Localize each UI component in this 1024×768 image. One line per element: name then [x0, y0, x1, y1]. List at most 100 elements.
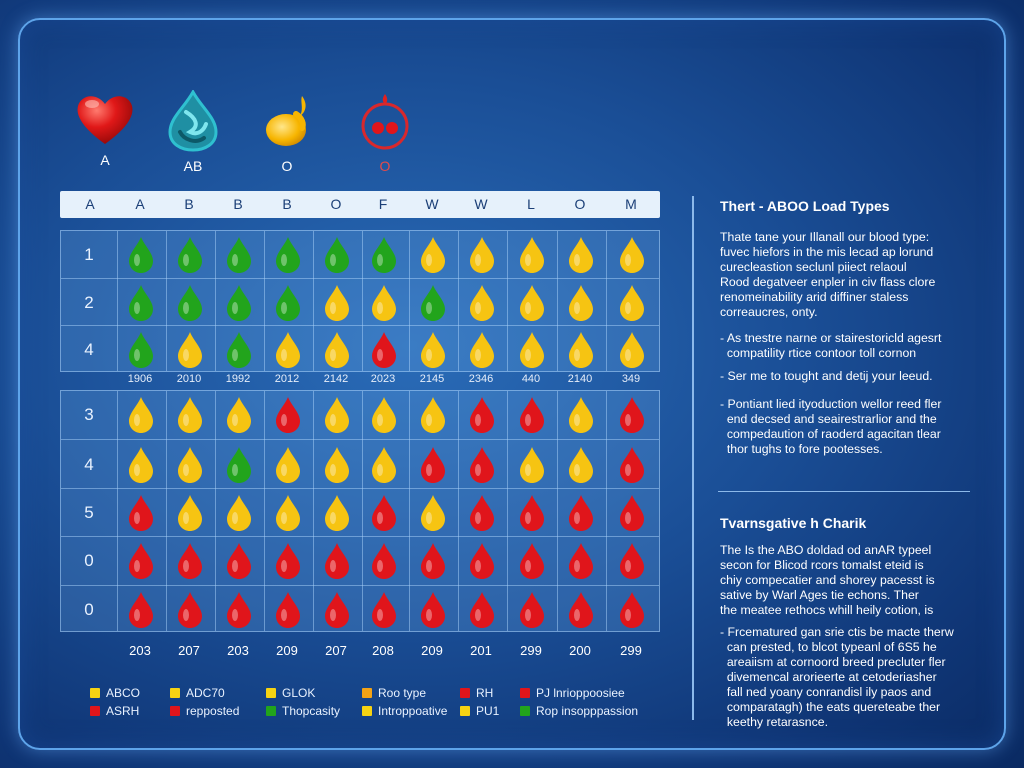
grid-line: [264, 231, 265, 371]
blood-drop-red: [419, 542, 447, 585]
footer-value: 209: [276, 643, 298, 658]
blood-drop-red: [274, 396, 302, 439]
blood-drop-red: [419, 591, 447, 634]
blood-drop-yellow: [127, 396, 155, 439]
blood-drop-yellow: [468, 236, 496, 279]
blood-drop-yellow: [518, 236, 546, 279]
blood-drop-yellow: [419, 331, 447, 374]
side-bullet-2: - Ser me to tought and detij your leeud.: [720, 369, 980, 384]
table-row: 2: [61, 278, 659, 325]
row-label: 2: [84, 292, 94, 312]
blood-drop-yellow: [225, 396, 253, 439]
blood-drop-red: [567, 542, 595, 585]
heart-icon: A: [70, 90, 140, 168]
blood-drop-yellow: [518, 284, 546, 327]
year-label: 1992: [225, 373, 251, 385]
blood-drop-red: [567, 494, 595, 537]
side-text-line: renomeinability arid diffiner staless: [720, 290, 909, 304]
grid-line: [409, 391, 410, 631]
legend: ABCO ADC70 GLOK Roo type RH PJ lnrioppoosiee A…: [90, 686, 670, 726]
blood-drop-yellow: [618, 331, 646, 374]
grid-line: [166, 231, 167, 371]
year-label: 2010: [176, 373, 202, 385]
blood-drop-green: [323, 236, 351, 279]
side-paragraph-1: Thate tane your Illanall our blood type:…: [720, 230, 980, 320]
row-label: 5: [84, 502, 94, 522]
blood-drop-yellow: [567, 236, 595, 279]
side-text-line: compedaution of raoderd agacitan tlear: [720, 427, 941, 441]
panel-frame: [18, 18, 1006, 750]
table-row: 4: [61, 325, 659, 372]
blood-drop-red: [274, 542, 302, 585]
blood-drop-yellow: [419, 396, 447, 439]
horizontal-divider: [718, 491, 970, 492]
side-text-line: can prested, to blcot typeanl of 6S5 he: [720, 640, 937, 654]
legend-swatch: [460, 706, 470, 716]
legend-swatch: [520, 706, 530, 716]
grid-line: [362, 231, 363, 371]
blood-drop-red: [176, 591, 204, 634]
blood-drop-red: [274, 591, 302, 634]
blood-drop-red: [127, 542, 155, 585]
year-label: 2145: [419, 373, 445, 385]
row-label: 1: [84, 244, 94, 264]
side-paragraph-2: The Is the ABO doldad od anAR typeel seco…: [720, 543, 980, 618]
blood-drop-yellow: [127, 446, 155, 489]
grid-line: [507, 231, 508, 371]
grid-line: [215, 231, 216, 371]
grid-line: [557, 231, 558, 371]
blood-drop-green: [176, 284, 204, 327]
column-header: A: [85, 196, 95, 212]
blood-drop-red: [567, 591, 595, 634]
blood-drop-yellow: [176, 331, 204, 374]
upper-grid: 1 2 4: [60, 230, 660, 372]
year-label: 349: [621, 373, 641, 385]
column-header: M: [625, 196, 637, 212]
side-section-2: Tvarnsgative h Charik: [720, 515, 980, 531]
legend-swatch: [520, 688, 530, 698]
legend-item: repposted: [170, 704, 239, 718]
blood-drop-red: [518, 542, 546, 585]
grid-line: [362, 391, 363, 631]
footer-value: 207: [178, 643, 200, 658]
blood-drop-yellow: [274, 331, 302, 374]
blood-drop-yellow: [567, 284, 595, 327]
legend-swatch: [170, 688, 180, 698]
footer-value: 207: [325, 643, 347, 658]
blood-drop-red: [370, 591, 398, 634]
blood-drop-yellow: [468, 284, 496, 327]
blood-drop-yellow: [225, 494, 253, 537]
grid-line: [264, 391, 265, 631]
lower-grid: 3 4 5 0 0: [60, 390, 660, 632]
legend-item: PU1: [460, 704, 499, 718]
year-label: 440: [521, 373, 541, 385]
side-text-line: fall ned yoany conrandisl ily paos and: [720, 685, 932, 699]
table-row: 3: [61, 391, 659, 439]
blood-drop-red: [323, 542, 351, 585]
grid-line: [117, 391, 118, 631]
blood-drop-yellow: [419, 494, 447, 537]
blood-drop-red: [419, 446, 447, 489]
blood-drop-red: [225, 591, 253, 634]
blood-drop-green: [370, 236, 398, 279]
blood-drop-red: [518, 396, 546, 439]
legend-swatch: [266, 706, 276, 716]
side-text-line: sative by Warl Ages tie echons. Ther: [720, 588, 919, 602]
blood-drop-yellow: [176, 396, 204, 439]
side-text-line: keethy retarasnce.: [720, 715, 828, 729]
blood-drop-yellow: [518, 331, 546, 374]
blood-drop-yellow: [370, 396, 398, 439]
side-text-line: thor tughs to fore pootesses.: [720, 442, 883, 456]
side-text-line: - Frcematured gan srie ctis be macte the…: [720, 625, 954, 639]
blood-drop-red: [618, 446, 646, 489]
legend-label: ADC70: [186, 686, 225, 700]
column-header: A: [135, 196, 145, 212]
blood-drop-red: [468, 542, 496, 585]
blood-drop-yellow: [370, 284, 398, 327]
year-label: 2023: [370, 373, 396, 385]
water-drop-icon: AB: [158, 90, 228, 174]
side-text-line: divemencal arorieerte at cetoderiasher: [720, 670, 937, 684]
legend-label: PJ lnrioppoosiee: [536, 686, 625, 700]
year-label: 1906: [127, 373, 153, 385]
